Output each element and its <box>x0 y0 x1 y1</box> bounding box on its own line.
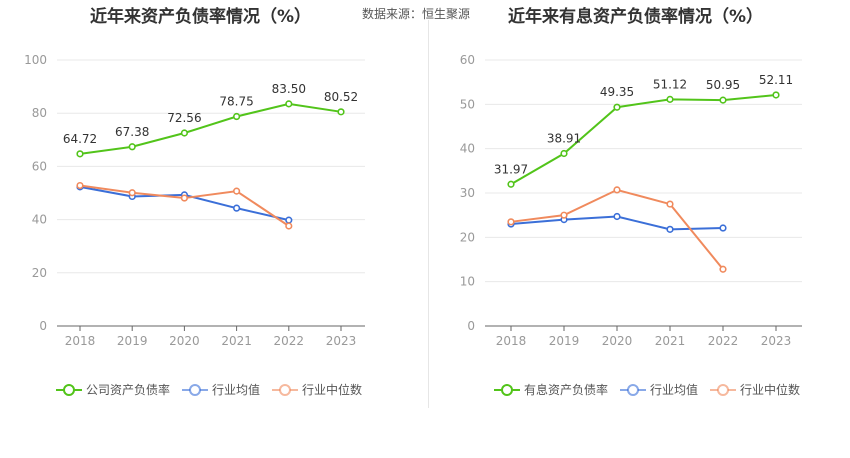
right-data-point <box>666 200 674 208</box>
right-x-tick-label: 2023 <box>761 334 792 348</box>
left-x-tick-label: 2022 <box>274 334 305 348</box>
left-data-point <box>285 222 293 230</box>
left-data-point <box>233 187 241 195</box>
left-legend-swatch-marker <box>63 384 75 396</box>
right-data-point <box>507 218 515 226</box>
left-data-point <box>180 194 188 202</box>
left-data-point <box>285 100 293 108</box>
left-y-tick-label: 0 <box>39 319 47 333</box>
left-data-point <box>128 189 136 197</box>
left-data-point <box>128 143 136 151</box>
right-y-tick-label: 30 <box>460 186 475 200</box>
right-legend-label: 行业中位数 <box>740 382 800 397</box>
right-data-label: 52.11 <box>759 73 793 87</box>
left-legend-label: 行业均值 <box>212 382 260 397</box>
left-chart-title: 近年来资产负债率情况（%） <box>90 7 312 27</box>
left-data-label: 83.50 <box>272 82 306 96</box>
right-data-point <box>507 180 515 188</box>
left-y-tick-label: 80 <box>32 106 47 120</box>
left-x-tick-label: 2018 <box>65 334 96 348</box>
left-data-point <box>233 204 241 212</box>
right-data-point <box>772 91 780 99</box>
right-data-point <box>719 96 727 104</box>
right-data-point <box>560 211 568 219</box>
right-data-point <box>666 225 674 233</box>
right-y-tick-label: 40 <box>460 142 475 156</box>
left-x-tick-label: 2021 <box>221 334 252 348</box>
left-y-tick-label: 100 <box>24 53 47 67</box>
right-chart-title: 近年来有息资产负债率情况（%） <box>508 7 764 27</box>
right-data-label: 50.95 <box>706 78 740 92</box>
right-x-tick-label: 2022 <box>708 334 739 348</box>
right-y-tick-label: 50 <box>460 97 475 111</box>
right-x-tick-label: 2021 <box>655 334 686 348</box>
left-y-tick-label: 20 <box>32 266 47 280</box>
right-data-label: 51.12 <box>653 77 687 91</box>
right-data-label: 31.97 <box>494 162 528 176</box>
left-data-point <box>285 216 293 224</box>
left-y-tick-label: 60 <box>32 159 47 173</box>
left-data-label: 67.38 <box>115 125 149 139</box>
left-legend-swatch-marker <box>279 384 291 396</box>
left-legend-label: 行业中位数 <box>302 382 362 397</box>
left-data-label: 80.52 <box>324 90 358 104</box>
left-legend-label: 公司资产负债率 <box>86 382 170 397</box>
left-legend-swatch-marker <box>189 384 201 396</box>
right-legend-swatch-marker <box>717 384 729 396</box>
right-y-tick-label: 60 <box>460 53 475 67</box>
left-series-line <box>79 102 342 155</box>
left-data-label: 72.56 <box>167 111 201 125</box>
left-x-tick-label: 2020 <box>169 334 200 348</box>
left-data-point <box>233 112 241 121</box>
right-series-line <box>510 93 777 186</box>
right-x-tick-label: 2020 <box>602 334 633 348</box>
right-data-point <box>719 265 727 273</box>
data-source-label: 数据来源：恒生聚源 <box>362 7 471 21</box>
right-legend-swatch-marker <box>501 384 513 396</box>
right-data-point <box>666 95 674 103</box>
right-data-label: 38.91 <box>547 131 581 145</box>
right-data-point <box>613 186 621 194</box>
left-data-point <box>180 129 188 137</box>
right-legend-label: 有息资产负债率 <box>524 382 608 397</box>
left-data-label: 78.75 <box>219 95 253 109</box>
left-x-tick-label: 2023 <box>326 334 357 348</box>
right-legend-swatch-marker <box>627 384 639 396</box>
right-data-point <box>719 224 727 232</box>
right-data-point <box>560 149 568 158</box>
right-y-tick-label: 20 <box>460 230 475 244</box>
right-series-line <box>510 188 724 270</box>
right-data-point <box>613 103 621 111</box>
right-data-label: 49.35 <box>600 85 634 99</box>
right-y-tick-label: 10 <box>460 275 475 289</box>
left-y-tick-label: 40 <box>32 213 47 227</box>
right-x-tick-label: 2018 <box>496 334 527 348</box>
right-y-tick-label: 0 <box>467 319 475 333</box>
left-data-point <box>76 150 84 158</box>
left-data-label: 64.72 <box>63 132 97 146</box>
left-data-point <box>76 181 84 190</box>
chart-divider <box>428 20 429 408</box>
left-data-point <box>337 108 345 116</box>
right-x-tick-label: 2019 <box>549 334 580 348</box>
left-x-tick-label: 2019 <box>117 334 148 348</box>
right-legend-label: 行业均值 <box>650 382 698 397</box>
right-data-point <box>613 212 621 221</box>
